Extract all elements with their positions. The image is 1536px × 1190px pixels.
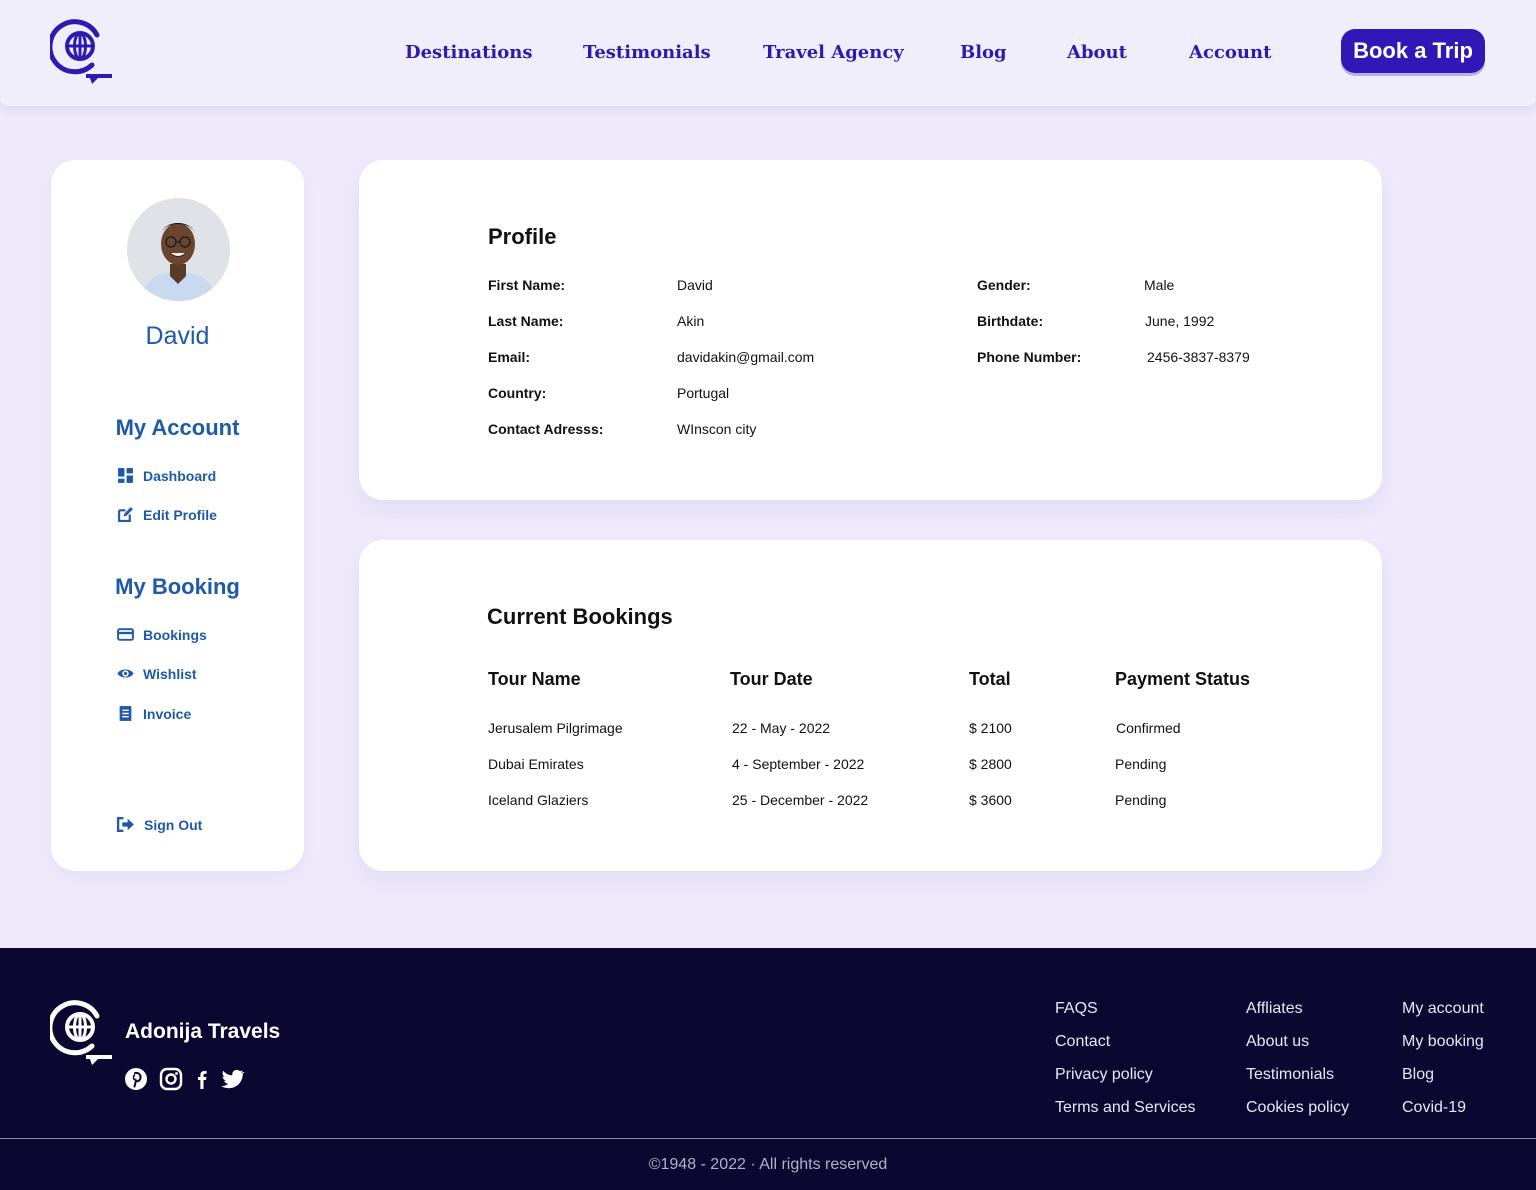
sidebar-item-label: Bookings: [143, 626, 207, 643]
contact-address-label: Contact Adresss:: [488, 421, 604, 437]
footer-link-testimonials[interactable]: Testimonials: [1246, 1066, 1335, 1083]
table-cell-tour-date: 25 - December - 2022: [732, 792, 869, 808]
email-label: Email:: [488, 349, 531, 365]
sidebar-item-dashboard[interactable]: Dashboard: [117, 467, 216, 484]
sidebar-item-invoice[interactable]: Invoice: [117, 705, 191, 722]
email-value: davidakin@gmail.com: [677, 349, 815, 365]
gender-label: Gender:: [977, 277, 1031, 293]
phone-number-label: Phone Number:: [977, 349, 1082, 365]
footer-link-privacy-policy[interactable]: Privacy policy: [1055, 1066, 1153, 1083]
sign-out-button[interactable]: Sign Out: [116, 816, 202, 833]
footer-link-about-us[interactable]: About us: [1246, 1033, 1310, 1050]
brand-name: Adonija Travels: [125, 1020, 281, 1043]
footer-link-contact[interactable]: Contact: [1055, 1033, 1111, 1050]
sidebar-item-label: Invoice: [143, 705, 192, 722]
column-header-total: Total: [969, 669, 1011, 689]
nav-testimonials[interactable]: Testimonials: [583, 42, 711, 63]
site-footer: Adonija Travels FAQS Contact Privacy pol…: [0, 948, 1536, 1190]
table-cell-tour-name: Dubai Emirates: [488, 756, 584, 772]
my-account-heading: My Account: [115, 415, 240, 440]
sidebar-item-wishlist[interactable]: Wishlist: [117, 665, 197, 682]
sidebar-item-label: Dashboard: [143, 467, 217, 484]
copyright-text: ©1948 - 2022 · All rights reserved: [648, 1156, 888, 1173]
top-header: Destinations Testimonials Travel Agency …: [0, 0, 1536, 106]
dashboard-icon: [118, 468, 133, 483]
footer-link-affliates[interactable]: Affliates: [1246, 1000, 1303, 1017]
pinterest-icon[interactable]: [124, 1067, 148, 1091]
eye-icon: [117, 669, 134, 678]
instagram-icon[interactable]: [159, 1067, 183, 1091]
footer-link-my-account[interactable]: My account: [1402, 1000, 1484, 1017]
my-booking-heading: My Booking: [115, 574, 240, 599]
nav-about[interactable]: About: [1067, 42, 1127, 63]
footer-divider: [0, 1138, 1536, 1139]
country-label: Country:: [488, 385, 547, 401]
sidebar-item-edit-profile[interactable]: Edit Profile: [117, 506, 217, 523]
footer-link-terms[interactable]: Terms and Services: [1055, 1099, 1196, 1116]
sidebar-item-label: Edit Profile: [143, 506, 217, 523]
footer-link-covid-19[interactable]: Covid-19: [1402, 1099, 1467, 1116]
account-sidebar: David My Account Dashboard Edit Profile …: [51, 160, 304, 871]
sidebar-item-label: Wishlist: [143, 665, 197, 682]
nav-blog[interactable]: Blog: [960, 42, 1007, 63]
column-header-tour-date: Tour Date: [730, 669, 813, 689]
first-name-label: First Name:: [488, 277, 566, 293]
contact-address-value: WInscon city: [677, 421, 757, 437]
avatar[interactable]: [127, 198, 230, 301]
user-name: David: [145, 322, 210, 350]
book-a-trip-button[interactable]: Book a Trip: [1341, 29, 1485, 73]
footer-link-faqs[interactable]: FAQS: [1055, 1000, 1098, 1017]
sign-out-icon: [116, 817, 134, 832]
first-name-value: David: [677, 277, 713, 293]
profile-card: Profile First Name: David Last Name: Aki…: [359, 160, 1382, 500]
table-cell-payment-status: Confirmed: [1116, 720, 1181, 736]
nav-account[interactable]: Account: [1189, 42, 1272, 63]
footer-link-cookies-policy[interactable]: Cookies policy: [1246, 1099, 1350, 1116]
table-cell-tour-date: 4 - September - 2022: [732, 756, 865, 772]
table-cell-tour-date: 22 - May - 2022: [732, 720, 831, 736]
phone-number-value: 2456-3837-8379: [1147, 349, 1250, 365]
profile-title: Profile: [488, 224, 557, 249]
table-cell-total: $ 2100: [969, 720, 1012, 736]
sign-out-label: Sign Out: [144, 816, 203, 833]
birthdate-value: June, 1992: [1145, 313, 1215, 329]
globe-logo-icon[interactable]: [50, 999, 114, 1065]
column-header-payment-status: Payment Status: [1115, 669, 1251, 689]
table-cell-total: $ 3600: [969, 792, 1012, 808]
last-name-value: Akin: [677, 313, 705, 329]
bookings-title: Current Bookings: [487, 604, 673, 629]
edit-icon: [118, 507, 133, 522]
country-value: Portugal: [677, 385, 730, 401]
last-name-label: Last Name:: [488, 313, 564, 329]
table-cell-tour-name: Iceland Glaziers: [488, 792, 589, 808]
facebook-icon[interactable]: [190, 1067, 214, 1091]
avatar-photo: [127, 198, 230, 301]
twitter-icon[interactable]: [219, 1067, 246, 1091]
globe-logo-icon[interactable]: [50, 18, 114, 84]
birthdate-label: Birthdate:: [977, 313, 1044, 329]
invoice-icon: [119, 706, 132, 721]
nav-travel-agency[interactable]: Travel Agency: [763, 42, 904, 63]
table-cell-total: $ 2800: [969, 756, 1012, 772]
table-cell-payment-status: Pending: [1115, 756, 1167, 772]
column-header-tour-name: Tour Name: [488, 669, 581, 689]
credit-card-icon: [117, 628, 134, 641]
nav-destinations[interactable]: Destinations: [405, 42, 533, 63]
gender-value: Male: [1144, 277, 1175, 293]
table-cell-tour-name: Jerusalem Pilgrimage: [488, 720, 623, 736]
bookings-card: Current Bookings Tour Name Tour Date Tot…: [359, 540, 1382, 871]
footer-link-my-booking[interactable]: My booking: [1402, 1033, 1484, 1050]
footer-link-blog[interactable]: Blog: [1402, 1066, 1435, 1083]
table-cell-payment-status: Pending: [1115, 792, 1167, 808]
sidebar-item-bookings[interactable]: Bookings: [117, 626, 207, 643]
